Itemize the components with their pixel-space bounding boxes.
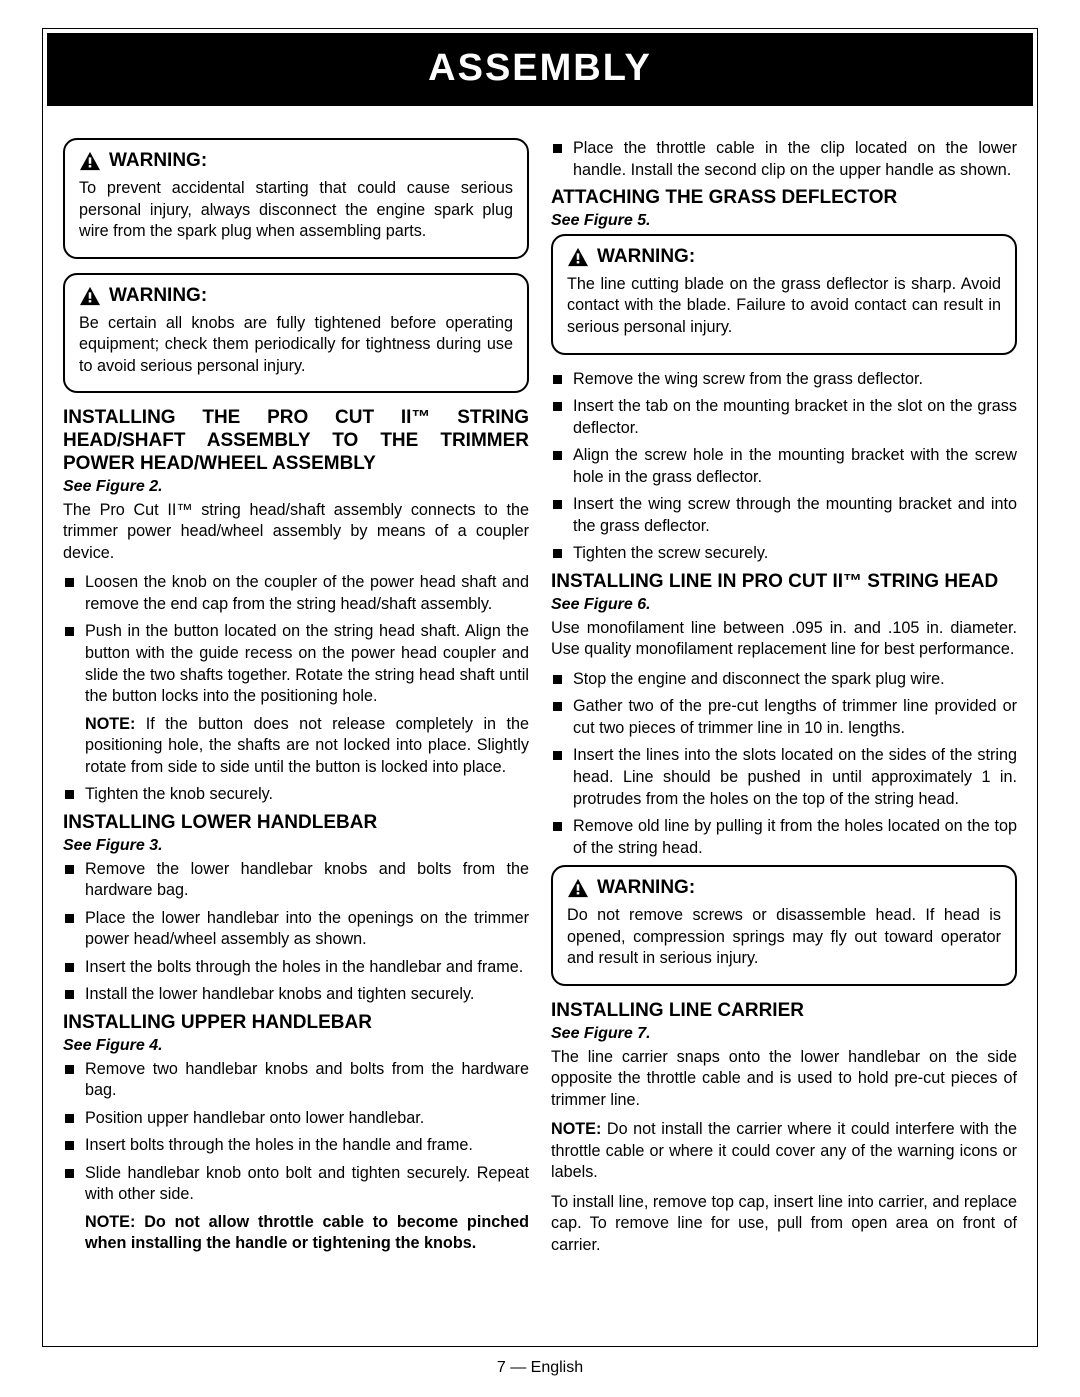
list-item: Insert the wing screw through the mounti… xyxy=(551,494,1017,537)
warning-label: WARNING: xyxy=(109,285,207,307)
list-item: Place the lower handlebar into the openi… xyxy=(63,908,529,951)
right-column: Place the throttle cable in the clip loc… xyxy=(551,138,1017,1265)
warning-head: WARNING: xyxy=(79,150,513,172)
list-item: Place the throttle cable in the clip loc… xyxy=(551,138,1017,181)
section-heading: ATTACHING THE GRASS DEFLECTOR xyxy=(551,187,1017,210)
list-item: Slide handlebar knob onto bolt and tight… xyxy=(63,1163,529,1206)
warning-box-3: WARNING: The line cutting blade on the g… xyxy=(551,234,1017,355)
warning-icon xyxy=(79,151,101,171)
figure-ref: See Figure 4. xyxy=(63,1037,529,1055)
list-item: Loosen the knob on the coupler of the po… xyxy=(63,572,529,615)
list-item: Insert bolts through the holes in the ha… xyxy=(63,1135,529,1157)
figure-ref: See Figure 2. xyxy=(63,478,529,496)
figure-ref: See Figure 3. xyxy=(63,837,529,855)
list-item: Tighten the screw securely. xyxy=(551,543,1017,565)
step-list: Loosen the knob on the coupler of the po… xyxy=(63,572,529,707)
list-item: Install the lower handlebar knobs and ti… xyxy=(63,984,529,1006)
warning-label: WARNING: xyxy=(109,150,207,172)
list-item: Stop the engine and disconnect the spark… xyxy=(551,669,1017,691)
left-column: WARNING: To prevent accidental starting … xyxy=(63,138,529,1265)
section-heading: INSTALLING LINE CARRIER xyxy=(551,1000,1017,1023)
warning-icon xyxy=(79,286,101,306)
step-list: Remove the wing screw from the grass def… xyxy=(551,369,1017,565)
warning-icon xyxy=(567,878,589,898)
warning-head: WARNING: xyxy=(567,246,1001,268)
section-heading: INSTALLING LOWER HANDLEBAR xyxy=(63,812,529,835)
warning-label: WARNING: xyxy=(597,246,695,268)
section-heading: INSTALLING THE PRO CUT II™ STRING HEAD/S… xyxy=(63,407,529,475)
figure-ref: See Figure 6. xyxy=(551,596,1017,614)
warning-text: Do not remove screws or disassemble head… xyxy=(567,905,1001,970)
section-heading: INSTALLING LINE IN PRO CUT II™ STRING HE… xyxy=(551,571,1017,594)
figure-ref: See Figure 7. xyxy=(551,1025,1017,1043)
note-bold: NOTE: Do not allow throttle cable to bec… xyxy=(85,1212,529,1255)
note-body: If the button does not release completel… xyxy=(85,715,529,776)
section-heading: INSTALLING UPPER HANDLEBAR xyxy=(63,1012,529,1035)
note-head: NOTE: xyxy=(85,715,135,733)
list-item: Position upper handlebar onto lower hand… xyxy=(63,1108,529,1130)
section-banner: ASSEMBLY xyxy=(47,33,1033,106)
paragraph: The Pro Cut II™ string head/shaft assemb… xyxy=(63,500,529,565)
list-item: Gather two of the pre-cut lengths of tri… xyxy=(551,696,1017,739)
warning-label: WARNING: xyxy=(597,877,695,899)
warning-box-4: WARNING: Do not remove screws or disasse… xyxy=(551,865,1017,986)
list-item: Remove old line by pulling it from the h… xyxy=(551,816,1017,859)
list-item: Remove the wing screw from the grass def… xyxy=(551,369,1017,391)
warning-icon xyxy=(567,247,589,267)
step-list: Tighten the knob securely. xyxy=(63,784,529,806)
paragraph: Use monofilament line between .095 in. a… xyxy=(551,618,1017,661)
warning-head: WARNING: xyxy=(79,285,513,307)
warning-text: To prevent accidental starting that coul… xyxy=(79,178,513,243)
page-footer: 7 — English xyxy=(0,1359,1080,1377)
list-item: Insert the tab on the mounting bracket i… xyxy=(551,396,1017,439)
paragraph: To install line, remove top cap, insert … xyxy=(551,1192,1017,1257)
warning-head: WARNING: xyxy=(567,877,1001,899)
warning-text: Be certain all knobs are fully tightened… xyxy=(79,313,513,378)
step-list: Remove the lower handlebar knobs and bol… xyxy=(63,859,529,1006)
paragraph: The line carrier snaps onto the lower ha… xyxy=(551,1047,1017,1112)
note-body: Do not install the carrier where it coul… xyxy=(551,1120,1017,1181)
note-text: NOTE: Do not install the carrier where i… xyxy=(551,1119,1017,1184)
step-list: Place the throttle cable in the clip loc… xyxy=(551,138,1017,181)
list-item: Insert the bolts through the holes in th… xyxy=(63,957,529,979)
figure-ref: See Figure 5. xyxy=(551,212,1017,230)
warning-box-2: WARNING: Be certain all knobs are fully … xyxy=(63,273,529,394)
step-list: Remove two handlebar knobs and bolts fro… xyxy=(63,1059,529,1206)
list-item: Insert the lines into the slots located … xyxy=(551,745,1017,810)
list-item: Push in the button located on the string… xyxy=(63,621,529,707)
note-strong: NOTE: Do not allow throttle cable to bec… xyxy=(85,1213,529,1253)
warning-box-1: WARNING: To prevent accidental starting … xyxy=(63,138,529,259)
list-item: Tighten the knob securely. xyxy=(63,784,529,806)
list-item: Remove two handlebar knobs and bolts fro… xyxy=(63,1059,529,1102)
warning-text: The line cutting blade on the grass defl… xyxy=(567,274,1001,339)
column-wrap: WARNING: To prevent accidental starting … xyxy=(43,106,1037,1265)
note-text: NOTE: If the button does not release com… xyxy=(85,714,529,779)
list-item: Align the screw hole in the mounting bra… xyxy=(551,445,1017,488)
note-head: NOTE: xyxy=(551,1120,601,1138)
page-frame: ASSEMBLY WARNING: To prevent accidental … xyxy=(42,28,1038,1347)
list-item: Remove the lower handlebar knobs and bol… xyxy=(63,859,529,902)
step-list: Stop the engine and disconnect the spark… xyxy=(551,669,1017,859)
